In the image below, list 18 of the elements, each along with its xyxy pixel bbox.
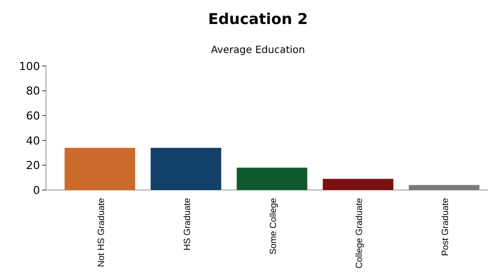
y-tick-label: 0 <box>33 184 40 197</box>
chart-title: Education 2 <box>208 10 308 28</box>
x-tick-label: Not HS Graduate <box>96 198 106 268</box>
bar <box>322 178 394 190</box>
x-tick-label: HS Graduate <box>182 198 192 251</box>
x-tick-label: College Graduate <box>354 198 364 269</box>
x-tick-label: Some College <box>268 198 278 255</box>
y-tick-label: 20 <box>26 159 40 172</box>
y-tick-label: 100 <box>19 60 40 73</box>
y-tick-label: 80 <box>26 84 40 98</box>
bar <box>236 168 308 190</box>
chart-subtitle: Average Education <box>210 45 306 56</box>
y-tick-label: 40 <box>26 134 40 148</box>
x-tick-label: Post Graduate <box>440 198 450 256</box>
bar <box>150 148 222 190</box>
bar <box>64 148 136 190</box>
y-tick-label: 60 <box>26 109 40 122</box>
bar <box>408 185 480 190</box>
